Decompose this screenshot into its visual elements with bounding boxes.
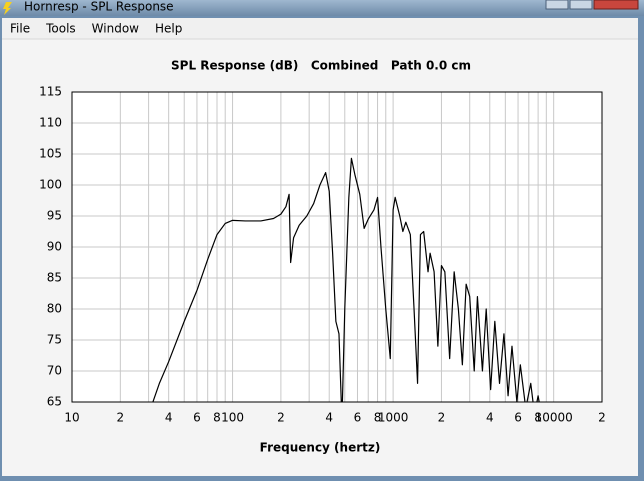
x-tick-label: 2	[117, 411, 125, 425]
x-tick-label: 2	[598, 411, 606, 425]
x-tick-label: 4	[486, 411, 494, 425]
menu-item[interactable]: Help	[155, 22, 182, 36]
x-tick-label: 6	[514, 411, 522, 425]
x-tick-label: 6	[354, 411, 362, 425]
x-tick-label: 4	[325, 411, 333, 425]
menu-bar	[2, 18, 638, 39]
y-tick-label: 85	[47, 271, 62, 285]
y-tick-label: 95	[47, 209, 62, 223]
menu-item[interactable]: Tools	[45, 22, 76, 36]
y-tick-label: 90	[47, 240, 62, 254]
x-tick-label: 10	[64, 411, 79, 425]
y-tick-label: 70	[47, 364, 62, 378]
maximize-button[interactable]	[569, 0, 593, 10]
menu-item[interactable]: File	[10, 22, 30, 36]
menu-items: File Tools Window Help	[10, 22, 182, 36]
title-bar	[0, 0, 644, 16]
y-tick-label: 80	[47, 302, 62, 316]
y-tick-label: 75	[47, 333, 62, 347]
spl-curve	[152, 157, 540, 402]
y-tick-label: 110	[39, 116, 62, 130]
window-title: Hornresp - SPL Response	[24, 0, 174, 14]
x-axis-label: Frequency (hertz)	[260, 441, 381, 455]
plot-content	[152, 157, 540, 402]
x-tick-label: 8	[374, 411, 382, 425]
x-tick-label: 1000	[378, 411, 409, 425]
x-tick-label: 100	[221, 411, 244, 425]
app-icon	[3, 2, 12, 15]
x-tick-label: 8	[534, 411, 542, 425]
plot-border	[71, 91, 603, 403]
y-tick-label: 105	[39, 147, 62, 161]
x-tick-label: 4	[165, 411, 173, 425]
x-tick-label: 10000	[535, 411, 573, 425]
menu-item[interactable]: Window	[92, 22, 140, 36]
x-tick-label: 8	[213, 411, 221, 425]
chart-title: SPL Response (dB) Combined Path 0.0 cm	[171, 59, 471, 73]
y-tick-label: 65	[47, 395, 62, 409]
x-tick-label: 2	[277, 411, 285, 425]
x-tick-label: 2	[438, 411, 446, 425]
minimize-button[interactable]	[545, 0, 569, 10]
x-tick-label: 6	[193, 411, 201, 425]
y-tick-label: 100	[39, 178, 62, 192]
y-tick-label: 115	[39, 85, 62, 99]
close-button[interactable]	[593, 0, 639, 10]
